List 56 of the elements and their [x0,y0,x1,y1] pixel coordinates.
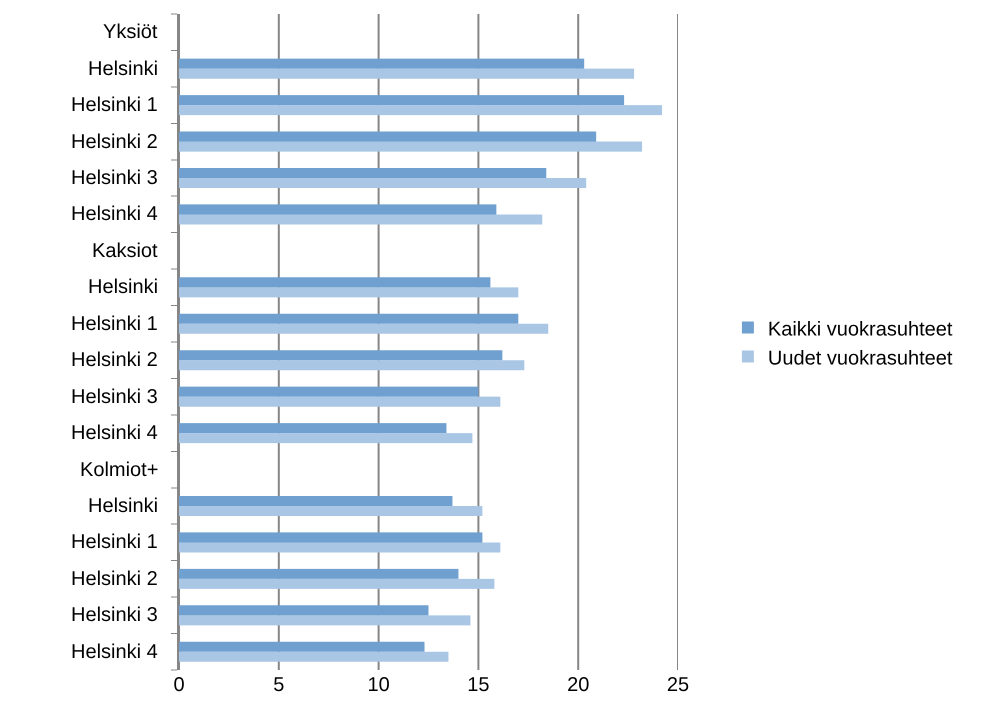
bar [179,350,502,360]
y-tick-label: Helsinki [88,58,158,80]
y-tick-label: Kaksiot [92,240,158,262]
y-tick-label: Helsinki 3 [71,167,158,189]
y-tick-label: Kolmiot+ [80,459,158,481]
y-tick-label: Helsinki 1 [71,94,158,116]
bar [179,58,584,69]
bar [179,214,542,224]
x-tick-label: 5 [273,674,284,696]
y-tick-label: Helsinki [88,495,158,517]
bar [179,105,662,116]
bar [179,287,518,298]
y-tick-label: Helsinki 1 [71,313,158,335]
y-tick-label: Helsinki 3 [71,386,158,408]
bar [179,642,425,652]
bar [179,652,448,662]
x-tick-label: 20 [567,674,590,696]
legend-label: Kaikki vuokrasuhteet [768,318,953,340]
y-tick-label: Helsinki 4 [71,641,158,663]
bar [179,542,500,552]
y-tick-label: Helsinki 2 [71,568,158,590]
bar [179,277,490,288]
bar [179,396,500,407]
bar [179,615,470,626]
y-tick-label: Helsinki 3 [71,604,158,626]
bar [179,423,446,434]
x-tick-label: 0 [173,674,185,696]
bar [179,178,586,188]
bar [179,496,452,506]
bar [179,68,634,79]
bar [179,204,496,214]
y-tick-label: Yksiöt [103,21,158,43]
y-tick-label: Helsinki 2 [71,349,158,371]
bar [179,142,642,152]
y-tick-label: Helsinki 4 [71,422,158,444]
y-tick-label: Helsinki 2 [71,131,158,153]
legend-label: Uudet vuokrasuhteet [768,347,953,370]
y-tick-label: Helsinki [88,276,158,298]
bar [179,506,482,516]
x-tick-label: 15 [467,674,490,696]
bar [179,532,482,542]
bar [179,360,524,370]
y-tick-label: Helsinki 1 [71,531,158,553]
bar [179,95,624,106]
bar [179,168,546,178]
bar [179,386,478,397]
x-tick-label: 25 [666,674,690,696]
x-tick-label: 10 [367,674,390,696]
bar [179,132,596,142]
y-tick-label: Helsinki 4 [71,203,158,225]
bar [179,605,428,616]
bar [179,578,494,589]
bar [179,324,548,334]
bar [179,314,518,324]
bar [179,433,472,444]
bar [179,568,458,579]
